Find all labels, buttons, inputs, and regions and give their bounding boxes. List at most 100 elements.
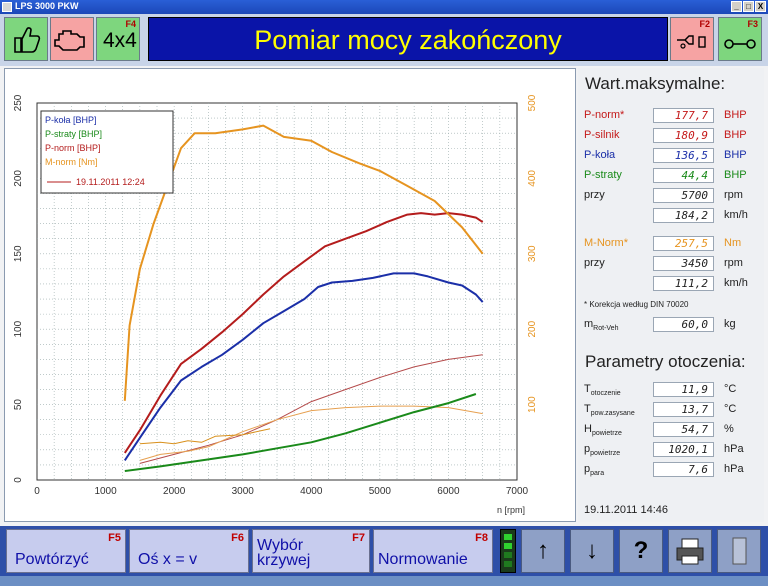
app-icon [2,2,12,12]
speed2-unit: km/h [724,277,748,289]
p-para-value: 7,6 [653,462,714,477]
pstraty-label: P-straty [584,169,622,181]
pstraty-unit: BHP [724,169,747,181]
legend-entry-mnorm: M-norm [Nm] [45,157,98,167]
drive-4x4-label: 4x4 [103,29,137,52]
t-otoczenie-unit: °C [724,383,737,395]
przy2-label: przy [584,257,605,269]
fkey-f4: F4 [125,19,136,29]
minimize-button[interactable]: _ [731,1,742,12]
przy1-value: 5700 [653,188,714,203]
y-left-tick-label: 250 [13,94,24,111]
engine-icon [54,30,85,51]
x-tick-label: 2000 [163,486,186,497]
pkola-value: 136,5 [653,148,714,163]
x-tick-label: 6000 [437,486,460,497]
t-powzasys-label: Tpow.zasysane [584,403,635,418]
przy2-unit: rpm [724,257,743,269]
x-tick-label: 0 [34,486,40,497]
psilnik-value: 180,9 [653,128,714,143]
series-line-p-ko-a-bhp [123,272,484,461]
przy1-unit: rpm [724,189,743,201]
tool-f3-button[interactable]: F3 [718,17,762,61]
x-tick-label: 7000 [506,486,529,497]
h-value: 54,7 [653,422,714,437]
repeat-button[interactable]: F5 Powtórzyć [6,529,126,573]
psilnik-label: P-silnik [584,129,620,141]
fkey-f5: F5 [108,532,121,544]
power-chart: 0 1000 2000 3000 4000 5000 6000 7000 0 50 100 150 20… [13,94,538,515]
select-curve-button[interactable]: F7 Wybór krzywej [252,529,370,573]
p-para-label: ppara [584,463,605,478]
help-button[interactable]: ? [619,529,663,573]
y-left-tick-label: 150 [13,245,24,262]
series-line-p-norm-bhp [123,212,484,454]
speed1-value: 184,2 [653,208,714,223]
t-otoczenie-value: 11,9 [653,382,714,397]
x-tick-label: 1000 [94,486,117,497]
pnorm-unit: BHP [724,109,747,121]
results-panel: Wart.maksymalne: P-norm* 177,7 BHP P-sil… [578,68,764,522]
series-line-m-norm-thin [139,428,271,445]
ok-button[interactable] [4,17,48,61]
mrot-label: mRot-Veh [584,318,619,333]
pnorm-value: 177,7 [653,108,714,123]
fkey-f6: F6 [231,532,244,544]
t-otoczenie-label: Totoczenie [584,383,621,398]
y-left-tick-label: 0 [13,477,24,483]
power-chart-panel: 0 1000 2000 3000 4000 5000 6000 7000 0 50 100 150 20… [4,68,576,522]
close-button[interactable]: X [755,1,766,12]
axle-icon [724,39,756,49]
ambient-title: Parametry otoczenia: [585,352,746,371]
normalization-button[interactable]: F8 Normowanie [373,529,493,573]
x-tick-label: 4000 [300,486,323,497]
fkey-f2: F2 [699,19,710,29]
y-left-tick-label: 50 [13,399,24,411]
y-right-tick-label: 400 [527,170,538,187]
tool-f2-button[interactable]: F2 [670,17,714,61]
top-toolbar: F4 4x4 Pomiar mocy zakończony F2 F3 [0,14,768,66]
legend-date-entry: 19.11.2011 12:24 [76,177,145,187]
mrot-unit: kg [724,318,736,330]
y-left-tick-label: 200 [13,170,24,187]
y-right-tick-label: 500 [527,94,538,111]
scroll-up-button[interactable]: ↑ [521,529,565,573]
speed2-value: 111,2 [653,276,714,291]
pstraty-value: 44,4 [653,168,714,183]
scroll-down-button[interactable]: ↓ [570,529,614,573]
legend-entry-pnorm: P-norm [BHP] [45,143,101,153]
fkey-f7: F7 [352,532,365,544]
bottom-toolbar: F5 Powtórzyć F6 Oś x = v F7 Wybór krzywej… [0,526,768,576]
series-line-m-norm-nm [123,124,484,401]
print-button[interactable] [668,529,712,573]
maximize-button[interactable]: □ [743,1,754,12]
engine-button[interactable] [50,17,94,61]
sensor-icon [677,35,706,49]
chart-legend: P-koła [BHP] P-straty [BHP] P-norm [BHP]… [40,110,174,194]
x-tick-label: 5000 [369,486,392,497]
y-right-tick-label: 100 [527,396,538,413]
measurement-datetime: 19.11.2011 14:46 [584,504,669,516]
door-icon [732,537,747,565]
y-right-tick-label: 300 [527,245,538,262]
repeat-label: Powtórzyć [15,551,89,568]
speed1-unit: km/h [724,209,748,221]
y-right-tick-label: 200 [527,320,538,337]
h-unit: % [724,423,734,435]
drive-4x4-button[interactable]: F4 4x4 [96,17,140,61]
printer-icon [676,538,704,565]
main-area: 0 1000 2000 3000 4000 5000 6000 7000 0 50 100 150 20… [0,66,768,526]
exit-button[interactable] [717,529,761,573]
normalization-label: Normowanie [378,551,468,568]
psilnik-unit: BHP [724,129,747,141]
mnorm-unit: Nm [724,237,742,249]
p-para-unit: hPa [724,463,744,475]
series-line-p-straty-bhp [124,393,477,472]
x-axis-speed-button[interactable]: F6 Oś x = v [129,529,249,573]
mnorm-label: M-Norm* [584,237,628,249]
pkola-unit: BHP [724,149,747,161]
x-tick-label: 3000 [232,486,255,497]
select-curve-label: Wybór krzywej [257,537,311,569]
pkola-label: P-koła [584,149,616,161]
mnorm-value: 257,5 [653,236,714,251]
